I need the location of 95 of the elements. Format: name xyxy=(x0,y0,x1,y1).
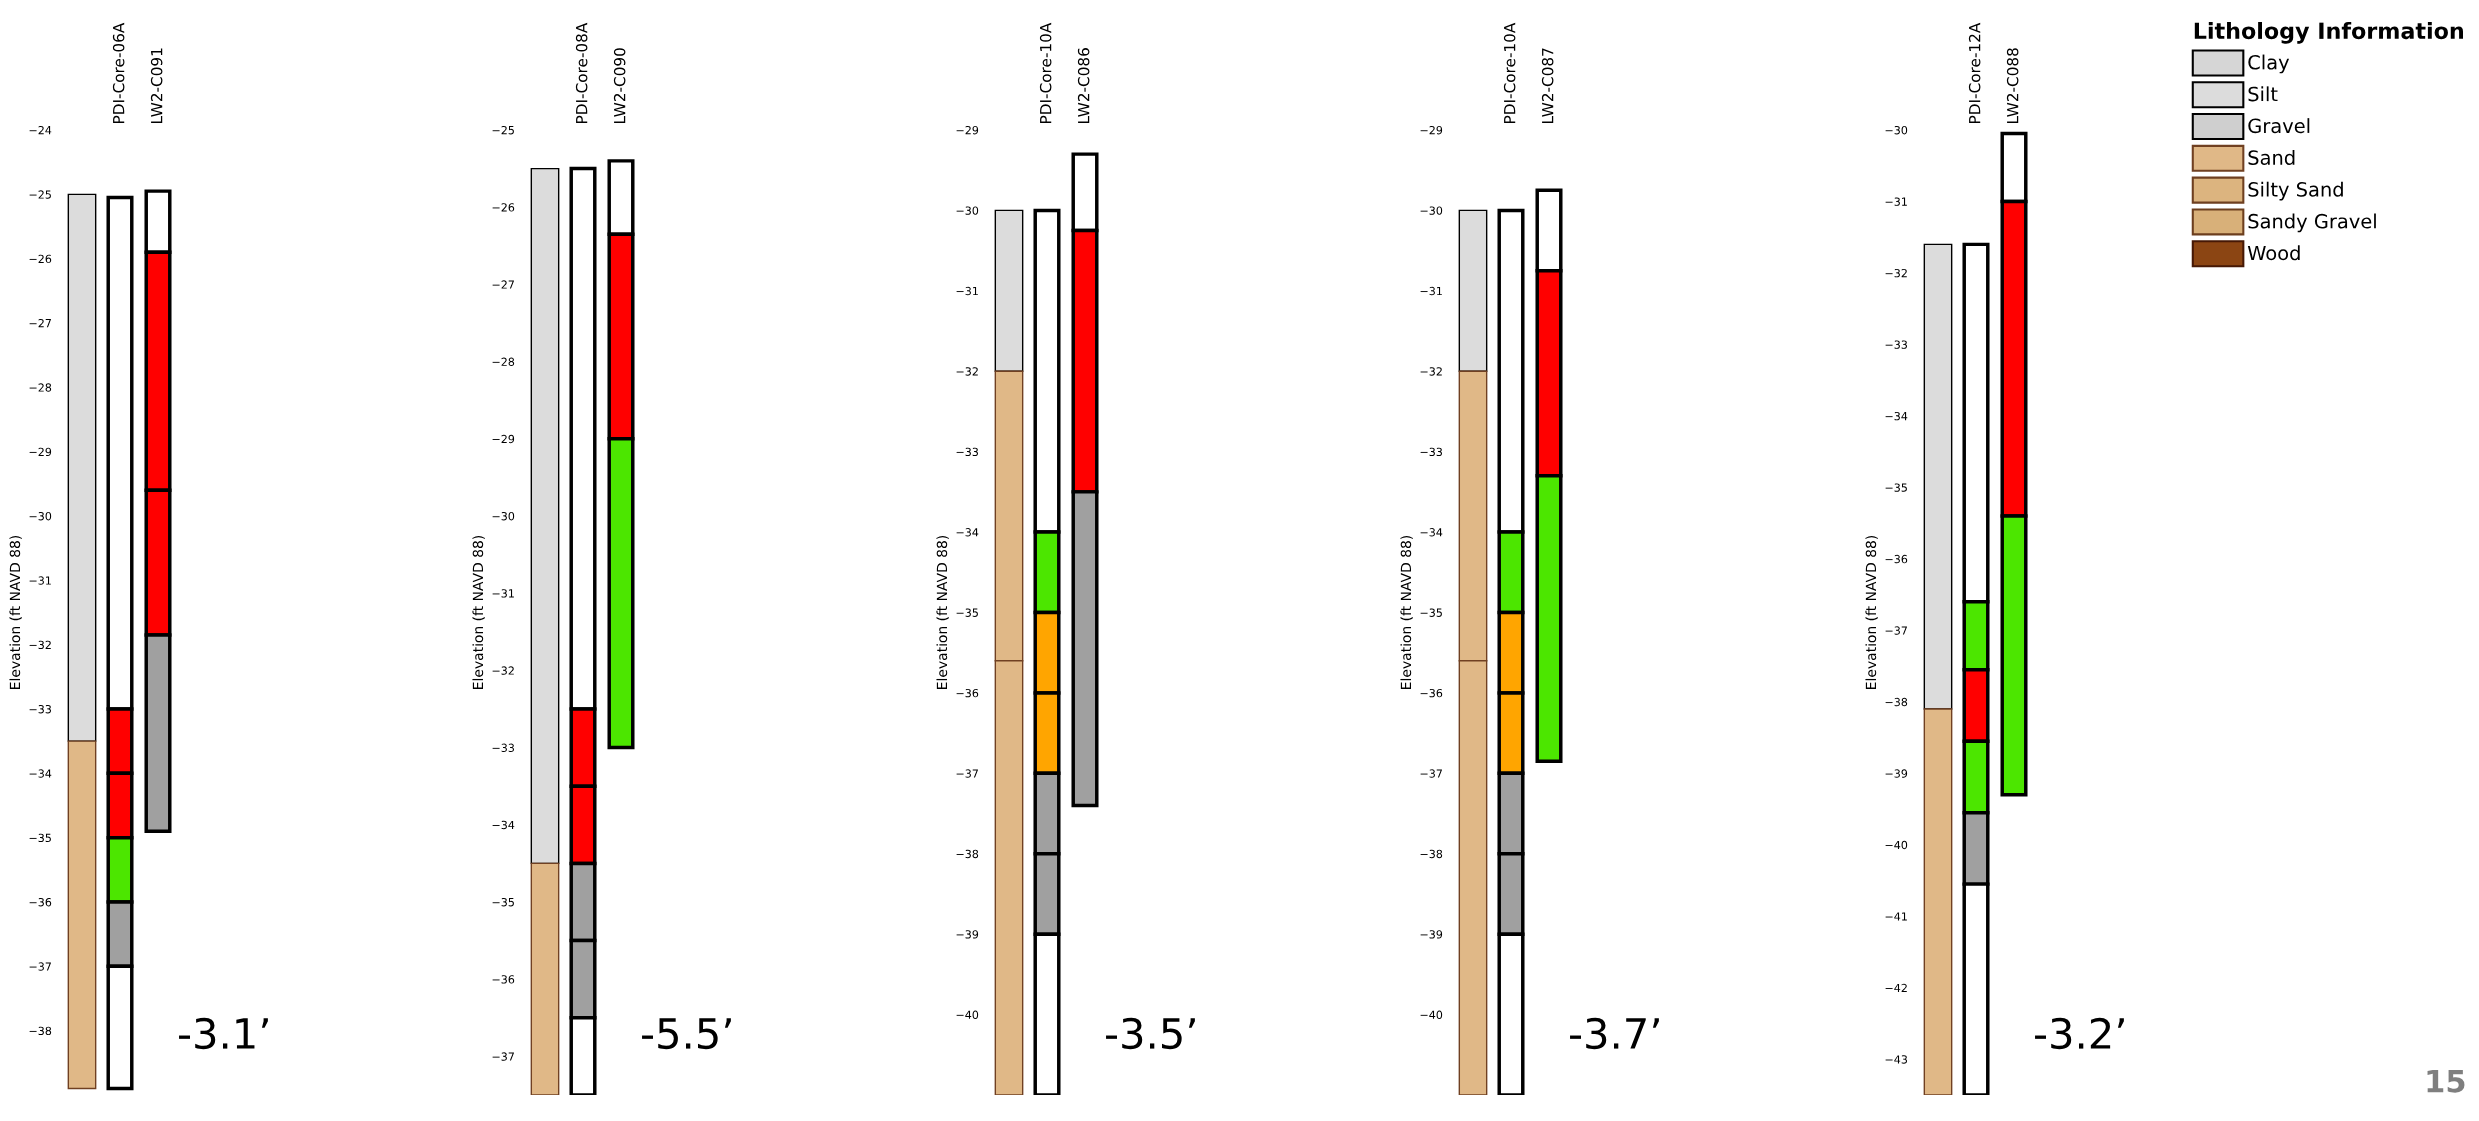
y-tick-label: −30 xyxy=(956,206,979,215)
y-tick-label: −35 xyxy=(956,608,978,617)
y-tick-label: −41 xyxy=(1885,912,1907,921)
y-tick-label: −31 xyxy=(1420,286,1442,296)
legend-label: Wood xyxy=(2247,245,2300,261)
text: -3.5’ xyxy=(1106,1017,1195,1050)
x-tick-label: LW2-C090 xyxy=(613,48,626,123)
legend-label: Gravel xyxy=(2248,118,2310,134)
y-axis-title: Elevation (ft NAVD 88) xyxy=(1865,535,1878,689)
y-tick-label: −31 xyxy=(492,589,514,598)
y-tick-label: −29 xyxy=(29,447,52,457)
y-tick-label: −26 xyxy=(29,254,52,264)
x-tick-label: PDI-Core-08A xyxy=(575,22,588,123)
y-tick-label: −24 xyxy=(29,125,52,135)
y-tick-label: −25 xyxy=(29,190,51,199)
y-axis-title: Elevation (ft NAVD 88) xyxy=(472,535,485,689)
y-tick-label: −28 xyxy=(29,383,52,392)
x-tick-label: LW2-C088 xyxy=(2006,48,2019,123)
y-tick-label: −39 xyxy=(1885,769,1908,778)
legend-label: Sand xyxy=(2248,149,2295,165)
y-tick-label: −38 xyxy=(956,849,979,859)
y-tick-label: −35 xyxy=(29,833,51,843)
y-tick-label: −35 xyxy=(1420,608,1442,617)
y-tick-label: −32 xyxy=(1420,367,1442,376)
y-tick-label: −38 xyxy=(29,1026,52,1036)
legend-label: Silt xyxy=(2248,86,2278,102)
y-tick-label: −26 xyxy=(492,203,515,212)
y-tick-label: −37 xyxy=(956,769,978,778)
y-tick-label: −30 xyxy=(1420,206,1443,215)
y-tick-label: −37 xyxy=(1420,769,1442,778)
y-tick-label: −36 xyxy=(1885,554,1908,564)
y-tick-label: −38 xyxy=(1420,849,1443,859)
text: -3.7’ xyxy=(1570,1017,1659,1050)
x-tick-label: LW2-C091 xyxy=(150,48,163,123)
y-tick-label: −34 xyxy=(1420,528,1443,537)
y-tick-label: −35 xyxy=(492,897,514,907)
y-tick-label: −33 xyxy=(492,743,514,752)
y-tick-label: −39 xyxy=(956,930,979,939)
y-tick-label: −40 xyxy=(1885,840,1908,850)
legend-label: Clay xyxy=(2248,54,2290,74)
y-tick-label: −39 xyxy=(1420,930,1443,939)
y-tick-label: −33 xyxy=(29,704,51,714)
text: -3.1’ xyxy=(179,1017,268,1050)
y-tick-label: −40 xyxy=(956,1010,979,1019)
y-tick-label: −43 xyxy=(1885,1055,1907,1064)
y-axis-title: Elevation (ft NAVD 88) xyxy=(9,535,22,689)
y-tick-label: −32 xyxy=(956,367,978,376)
text: 15 xyxy=(2427,1069,2465,1093)
legend-label: Silty Sand xyxy=(2248,181,2343,201)
legend-title: Lithology Information xyxy=(2194,21,2463,44)
y-tick-label: −29 xyxy=(956,125,979,135)
y-tick-label: −25 xyxy=(492,125,514,135)
y-tick-label: −27 xyxy=(29,318,51,328)
y-tick-label: −34 xyxy=(956,528,979,537)
y-tick-label: −32 xyxy=(1885,268,1907,278)
y-tick-label: −33 xyxy=(1420,447,1442,457)
x-tick-label: PDI-Core-06A xyxy=(112,22,125,123)
y-tick-label: −35 xyxy=(1885,483,1907,492)
y-tick-label: −37 xyxy=(29,962,51,971)
y-tick-label: −27 xyxy=(492,280,514,289)
y-tick-label: −34 xyxy=(1885,411,1908,421)
y-tick-label: −31 xyxy=(1885,197,1907,206)
x-tick-label: PDI-Core-10A xyxy=(1503,22,1516,123)
y-tick-label: −32 xyxy=(29,640,51,650)
y-tick-label: −33 xyxy=(1885,340,1907,349)
y-tick-label: −42 xyxy=(1885,983,1907,992)
y-tick-label: −30 xyxy=(29,511,52,521)
y-axis-title: Elevation (ft NAVD 88) xyxy=(1400,535,1413,689)
y-tick-label: −40 xyxy=(1420,1010,1443,1019)
y-tick-label: −29 xyxy=(1420,125,1443,135)
y-tick-label: −30 xyxy=(492,511,515,521)
x-tick-label: PDI-Core-10A xyxy=(1039,22,1052,123)
y-tick-label: −29 xyxy=(492,434,515,444)
y-axis-title: Elevation (ft NAVD 88) xyxy=(936,535,949,689)
y-tick-label: −30 xyxy=(1885,125,1908,135)
y-tick-label: −28 xyxy=(492,357,515,366)
y-tick-label: −37 xyxy=(492,1052,514,1061)
text: -5.5’ xyxy=(642,1018,731,1050)
y-tick-label: −38 xyxy=(1885,697,1908,707)
y-tick-label: −33 xyxy=(956,447,978,457)
y-tick-label: −36 xyxy=(492,975,515,984)
y-tick-label: −36 xyxy=(29,897,52,907)
y-tick-label: −31 xyxy=(956,286,978,296)
x-tick-label: LW2-C087 xyxy=(1541,48,1554,123)
legend-label: Sandy Gravel xyxy=(2248,213,2376,233)
y-tick-label: −34 xyxy=(492,820,515,830)
x-tick-label: LW2-C086 xyxy=(1077,48,1090,123)
y-tick-label: −31 xyxy=(29,576,51,585)
y-tick-label: −34 xyxy=(29,769,52,778)
text: -3.2’ xyxy=(2035,1017,2124,1050)
y-tick-label: −36 xyxy=(1420,688,1443,698)
y-tick-label: −37 xyxy=(1885,626,1907,635)
y-tick-label: −36 xyxy=(956,688,979,698)
x-tick-label: PDI-Core-12A xyxy=(1968,22,1981,123)
y-tick-label: −32 xyxy=(492,666,514,675)
